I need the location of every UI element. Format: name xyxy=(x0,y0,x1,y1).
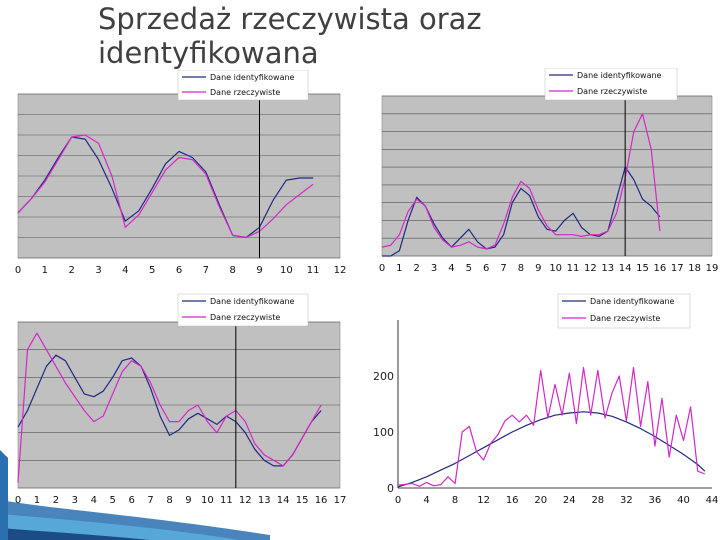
x-tick-label: 9 xyxy=(185,495,191,506)
x-tick-label: 1 xyxy=(34,495,40,506)
x-tick-label: 8 xyxy=(229,265,235,276)
x-tick-label: 8 xyxy=(166,495,172,506)
x-tick-label: 15 xyxy=(636,263,649,274)
x-tick-label: 2 xyxy=(414,263,420,274)
x-tick-label: 0 xyxy=(395,495,401,506)
x-tick-label: 13 xyxy=(258,495,271,506)
x-tick-label: 7 xyxy=(147,495,153,506)
x-tick-label: 4 xyxy=(91,495,97,506)
x-tick-label: 4 xyxy=(448,263,454,274)
x-tick-label: 11 xyxy=(220,495,233,506)
legend-label: Dane identyfikowane xyxy=(210,73,295,82)
x-tick-label: 7 xyxy=(500,263,506,274)
x-tick-label: 16 xyxy=(315,495,328,506)
y-tick-label: 100 xyxy=(373,426,394,439)
x-tick-label: 28 xyxy=(591,495,604,506)
corner-decoration xyxy=(0,450,270,540)
plot-area xyxy=(381,95,713,257)
series-line-actual xyxy=(17,134,314,239)
legend-label: Dane identyfikowane xyxy=(210,297,295,306)
x-tick-label: 9 xyxy=(256,265,262,276)
x-tick-label: 2 xyxy=(53,495,59,506)
x-tick-label: 2 xyxy=(68,265,74,276)
x-tick-label: 7 xyxy=(203,265,209,276)
x-tick-label: 8 xyxy=(518,263,524,274)
x-tick-label: 11 xyxy=(307,265,320,276)
x-tick-label: 3 xyxy=(431,263,437,274)
x-tick-label: 36 xyxy=(649,495,662,506)
x-tick-label: 16 xyxy=(654,263,667,274)
x-tick-label: 8 xyxy=(452,495,458,506)
legend: Dane identyfikowane Dane rzeczywiste xyxy=(177,293,309,327)
x-tick-label: 12 xyxy=(477,495,490,506)
x-tick-label: 6 xyxy=(128,495,134,506)
x-tick-label: 14 xyxy=(619,263,632,274)
slide-title: Sprzedaż rzeczywista oraz identyfikowana xyxy=(98,2,482,70)
x-tick-label: 3 xyxy=(72,495,78,506)
legend-label: Dane identyfikowane xyxy=(577,71,662,80)
legend-label: Dane rzeczywiste xyxy=(590,314,660,323)
series-line-actual xyxy=(17,332,322,483)
x-tick-label: 6 xyxy=(176,265,182,276)
x-tick-label: 40 xyxy=(677,495,690,506)
x-tick-label: 0 xyxy=(15,265,21,276)
legend: Dane identyfikowane Dane rzeczywiste xyxy=(177,70,309,101)
x-tick-label: 44 xyxy=(706,495,719,506)
x-tick-label: 0 xyxy=(379,263,385,274)
x-tick-label: 5 xyxy=(149,265,155,276)
chart-4: 0 100 200 0 4 8 12 16 20 24 28 32 36 40 44 Dane identyf… xyxy=(373,293,719,506)
y-tick-label: 200 xyxy=(373,370,394,383)
x-tick-label: 9 xyxy=(535,263,541,274)
x-tick-label: 20 xyxy=(534,495,547,506)
x-tick-label: 32 xyxy=(620,495,633,506)
x-tick-label: 24 xyxy=(563,495,576,506)
legend-label: Dane rzeczywiste xyxy=(210,88,280,97)
x-tick-label: 13 xyxy=(601,263,614,274)
plot-area xyxy=(398,320,712,488)
x-tick-label: 4 xyxy=(423,495,429,506)
legend: Dane identyfikowane Dane rzeczywiste xyxy=(557,293,691,329)
x-tick-label: 5 xyxy=(110,495,116,506)
legend-label: Dane identyfikowane xyxy=(590,297,675,306)
x-tick-label: 10 xyxy=(280,265,293,276)
series-line-identified xyxy=(397,411,706,488)
series-line-actual xyxy=(397,366,706,487)
series-line-actual xyxy=(381,113,661,250)
x-tick-label: 5 xyxy=(466,263,472,274)
legend: Dane identyfikowane Dane rzeczywiste xyxy=(544,68,678,101)
series-line-identified xyxy=(17,354,322,467)
x-tick-label: 3 xyxy=(95,265,101,276)
x-tick-label: 4 xyxy=(122,265,128,276)
x-tick-label: 11 xyxy=(567,263,580,274)
x-tick-label: 18 xyxy=(688,263,701,274)
x-tick-label: 10 xyxy=(201,495,214,506)
x-tick-label: 17 xyxy=(671,263,684,274)
x-tick-label: 12 xyxy=(239,495,252,506)
x-tick-label: 6 xyxy=(483,263,489,274)
x-tick-label: 1 xyxy=(42,265,48,276)
x-tick-label: 12 xyxy=(334,265,347,276)
y-tick-label: 0 xyxy=(387,482,394,495)
x-tick-label: 1 xyxy=(396,263,402,274)
x-tick-label: 19 xyxy=(706,263,719,274)
legend-label: Dane rzeczywiste xyxy=(210,313,280,322)
x-tick-label: 16 xyxy=(506,495,519,506)
legend-label: Dane rzeczywiste xyxy=(577,87,647,96)
x-tick-label: 17 xyxy=(334,495,347,506)
x-tick-label: 0 xyxy=(15,495,21,506)
x-tick-label: 14 xyxy=(277,495,290,506)
x-tick-label: 10 xyxy=(549,263,562,274)
x-tick-label: 12 xyxy=(584,263,597,274)
x-tick-label: 15 xyxy=(296,495,309,506)
